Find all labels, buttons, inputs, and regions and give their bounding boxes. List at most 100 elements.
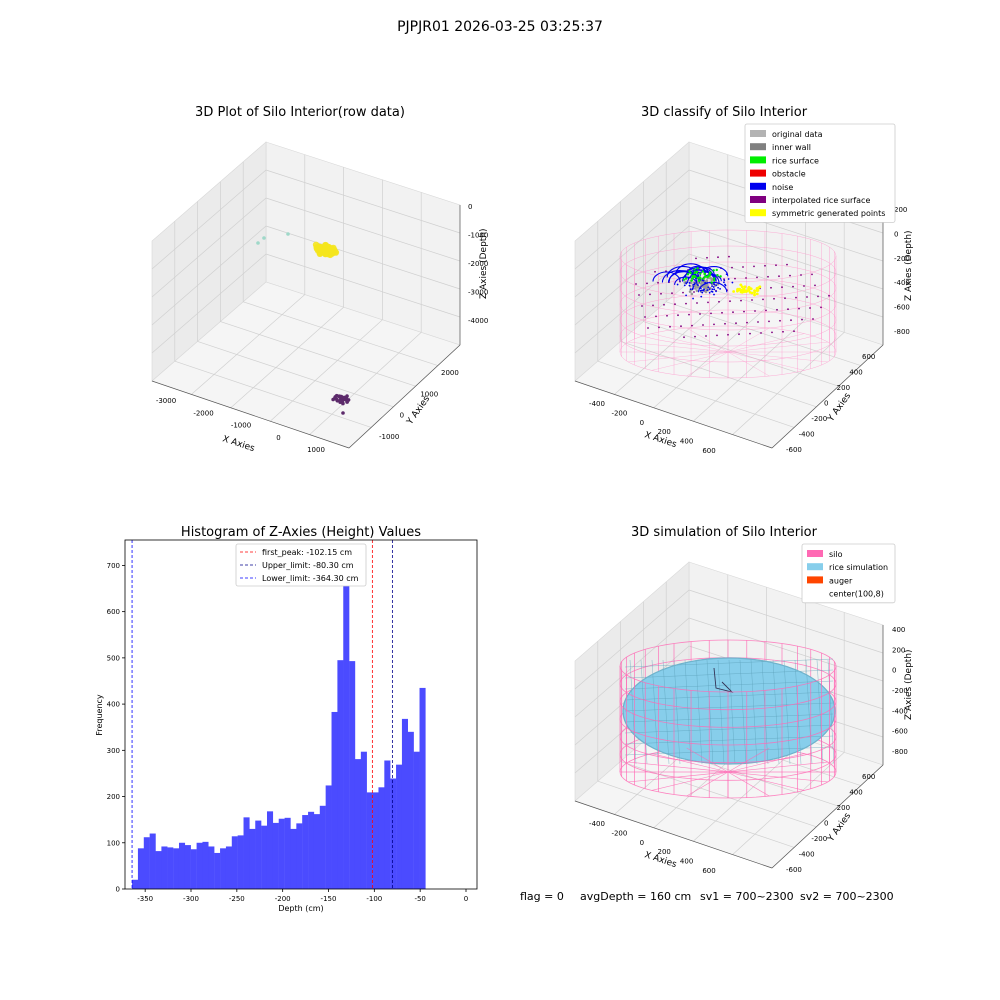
bottom-point xyxy=(332,396,337,401)
grid-line xyxy=(348,344,461,449)
interpolated-point xyxy=(803,285,805,287)
bottom-point xyxy=(339,399,343,403)
grid-line xyxy=(574,617,690,718)
noise-point xyxy=(725,273,728,276)
histogram-bar xyxy=(190,849,197,889)
grid-line xyxy=(574,800,773,869)
interpolated-point xyxy=(734,277,736,280)
silo-spoke xyxy=(651,351,729,371)
interpolated-point xyxy=(731,266,733,269)
grid-line xyxy=(688,197,884,262)
legend-swatch xyxy=(807,550,823,557)
original-point xyxy=(694,284,697,288)
y-tick-label: 100 xyxy=(107,839,120,847)
histogram-bar xyxy=(208,846,215,889)
tick-label: -1000 xyxy=(468,232,488,240)
legend-label: auger xyxy=(829,576,853,585)
histogram-bar xyxy=(302,815,309,889)
surface-mesh-line xyxy=(816,659,824,765)
original-point xyxy=(690,292,694,296)
silo-spoke xyxy=(727,747,770,773)
tick-label: 0 xyxy=(640,839,644,847)
interpolated-point xyxy=(800,274,802,276)
rice-surface-point xyxy=(702,277,705,280)
noise-point xyxy=(685,294,687,297)
noise-point xyxy=(699,287,702,290)
tick-label: -600 xyxy=(786,866,802,874)
interpolated-point xyxy=(710,312,712,315)
x-tick-label: -200 xyxy=(275,895,291,903)
interpolated-point xyxy=(773,297,775,300)
original-point xyxy=(688,290,692,293)
interpolated-point xyxy=(778,275,780,278)
grid-line xyxy=(574,589,690,690)
histogram-bar xyxy=(225,846,232,889)
interpolated-point xyxy=(728,255,730,258)
tick-label: -3000 xyxy=(156,397,176,405)
symmetric-point xyxy=(753,293,756,297)
grid-line xyxy=(269,319,383,422)
interpolated-point xyxy=(695,257,697,260)
footer-sv2: sv2 = 700~2300 xyxy=(800,890,894,903)
x-tick-label: -250 xyxy=(229,895,245,903)
interpolated-point xyxy=(762,298,764,301)
histogram-bar xyxy=(396,764,403,889)
interpolated-point xyxy=(657,281,659,284)
rice-surface-point xyxy=(699,272,702,275)
raw-plot-y-ticks: -1000 0 1000 2000 xyxy=(379,369,459,441)
symmetric-point xyxy=(757,286,760,290)
silo-spoke xyxy=(628,351,729,363)
legend-swatch xyxy=(750,182,766,190)
grid-line xyxy=(653,306,767,409)
interpolated-point xyxy=(693,291,695,293)
interpolated-point xyxy=(789,274,791,277)
histogram-x-ticks: -350 -300 -250 -200 -150 -100 -50 0 xyxy=(137,889,468,903)
tick-label: -400 xyxy=(799,431,815,439)
interpolated-point xyxy=(745,277,747,279)
tick-label: -200 xyxy=(611,829,627,837)
rice-surface-point xyxy=(703,275,707,279)
x-tick-label: -300 xyxy=(183,895,199,903)
silo-spoke xyxy=(727,771,828,783)
histogram-bar xyxy=(155,851,162,889)
tick-label: -2000 xyxy=(468,260,488,268)
interpolated-point xyxy=(764,264,766,267)
raw-plot-zlabel: Z Axies (Depth) xyxy=(479,228,489,299)
noise-point xyxy=(731,281,734,284)
symmetric-point xyxy=(755,289,759,292)
rice-surface-point xyxy=(710,281,713,284)
interpolated-point xyxy=(760,332,762,334)
tick-label: 0 xyxy=(824,400,828,408)
noise-arc xyxy=(661,270,698,283)
tick-label: 400 xyxy=(849,369,862,377)
legend-label: inner wall xyxy=(772,143,811,152)
y-tick-label: 700 xyxy=(107,562,120,570)
silo-spoke xyxy=(727,341,828,353)
noise-point xyxy=(702,279,705,282)
rice-surface-point xyxy=(690,279,693,282)
legend-label: Lower_limit: -364.30 cm xyxy=(262,574,359,583)
noise-point xyxy=(707,286,710,289)
interpolated-point xyxy=(635,283,637,285)
figure-suptitle: PJPJR01 2026-03-25 03:25:37 xyxy=(397,19,603,35)
tick-label: 200 xyxy=(892,646,905,654)
interpolated-point xyxy=(765,309,767,312)
histogram-bar xyxy=(319,805,326,889)
silo-spoke xyxy=(686,747,729,773)
interpolated-point xyxy=(806,296,808,298)
interpolated-point xyxy=(742,266,744,268)
histogram-bar xyxy=(137,848,144,889)
rice-point xyxy=(321,247,329,254)
rice-surface-point xyxy=(709,271,712,274)
grid-line xyxy=(732,332,845,435)
noise-point xyxy=(703,288,705,291)
rice-surface-point xyxy=(698,279,701,282)
legend-label: silo xyxy=(829,550,843,559)
silo-spoke xyxy=(686,771,729,797)
surface-mesh-line xyxy=(706,659,714,765)
histogram-bar xyxy=(231,836,238,889)
interpolated-point xyxy=(658,326,660,329)
interpolated-point xyxy=(638,294,640,296)
histogram-bar xyxy=(401,718,408,889)
symmetric-point xyxy=(748,290,752,294)
